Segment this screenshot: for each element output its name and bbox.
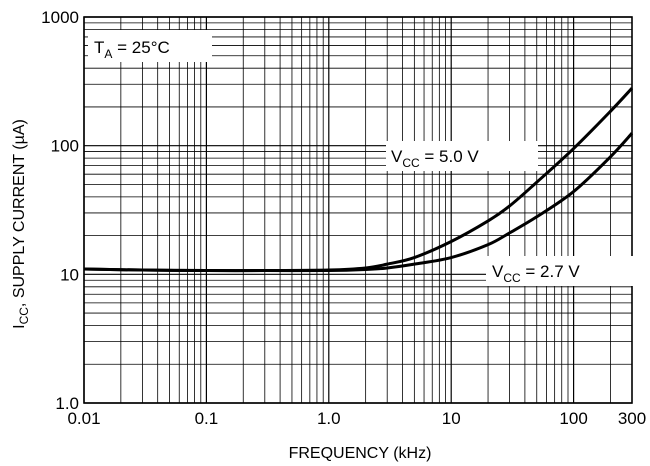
x-tick-label: 300 xyxy=(618,409,646,428)
x-axis-label: FREQUENCY (kHz) xyxy=(289,445,432,462)
x-tick-label: 1.0 xyxy=(317,409,341,428)
annotation-temperature-bg xyxy=(88,30,212,62)
annotation-vcc-2-7v: VCC = 2.7 V xyxy=(486,256,636,286)
x-tick-label: 100 xyxy=(559,409,587,428)
y-tick-label: 100 xyxy=(51,137,79,156)
annotation-vcc-2-7v-text: VCC = 2.7 V xyxy=(492,262,580,285)
y-tick-label: 1.0 xyxy=(55,394,79,413)
y-tick-label: 1000 xyxy=(41,8,79,27)
annotation-temperature-text: TA = 25°C xyxy=(94,38,170,61)
annotation-vcc-5v-bg xyxy=(386,141,538,171)
y-axis-label: ICC, SUPPLY CURRENT (µA) xyxy=(11,119,31,329)
annotation-vcc-5v-text: VCC = 5.0 V xyxy=(391,147,479,170)
plot-frame xyxy=(83,16,633,404)
annotation-temperature: TA = 25°C xyxy=(88,30,212,62)
y-tick-label: 10 xyxy=(60,265,79,284)
series-line-vcc-2-7v xyxy=(83,132,634,273)
series-line-vcc-5v xyxy=(83,87,634,273)
series-group xyxy=(83,87,634,273)
x-tick-label: 0.1 xyxy=(195,409,219,428)
annotation-vcc-2-7v-bg xyxy=(486,256,636,286)
x-tick-label: 10 xyxy=(442,409,461,428)
x-tick-label: 0.01 xyxy=(67,409,100,428)
annotation-vcc-5v: VCC = 5.0 V xyxy=(386,141,538,171)
tick-labels: 0.01 0.1 1.0 10 100 300 1.0 10 100 1000 xyxy=(41,8,646,428)
